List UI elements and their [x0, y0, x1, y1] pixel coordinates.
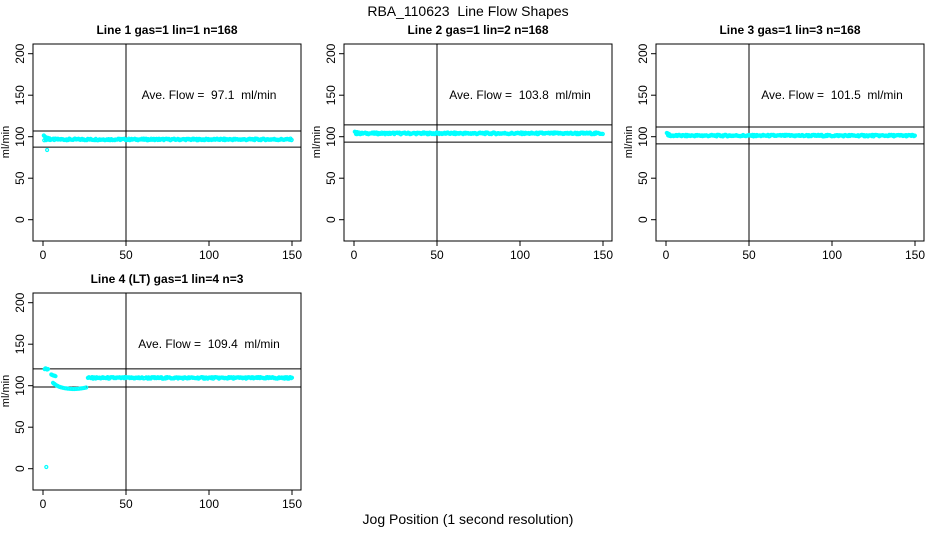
panel-line-3: 0 50 100 150 0 50 100 150 200 Line 3 gas=1 lin=3… [623, 23, 925, 262]
y-tick-label: 100 [13, 126, 27, 146]
x-tick-label: 150 [282, 248, 302, 262]
y-tick-label: 0 [324, 216, 338, 223]
data-point [44, 464, 49, 470]
panel-title: Line 1 gas=1 lin=1 n=168 [96, 23, 237, 37]
y-tick-label: 0 [13, 216, 27, 223]
avg-flow-annotation: Ave. Flow = 103.8 ml/min [449, 88, 591, 102]
x-tick-label: 100 [510, 248, 530, 262]
y-tick-label: 150 [13, 334, 27, 354]
y-tick-label: 200 [13, 292, 27, 312]
ref-lines-layer [33, 44, 301, 241]
y-tick-label: 200 [636, 43, 650, 63]
figure-title: RBA_110623 Line Flow Shapes [367, 3, 569, 19]
y-axis-label: ml/min [0, 375, 12, 407]
x-tick-label: 0 [351, 248, 358, 262]
x-tick-label: 50 [119, 497, 133, 511]
axis-layer: 0 50 100 150 0 50 100 150 200 [13, 43, 302, 262]
data-point [912, 133, 917, 138]
y-tick-label: 200 [324, 43, 338, 63]
ref-lines-layer [33, 293, 301, 490]
x-tick-label: 150 [282, 497, 302, 511]
plot-box [32, 292, 302, 491]
y-tick-label: 100 [636, 126, 650, 146]
data-point [45, 366, 51, 372]
data-point [44, 147, 50, 153]
y-tick-label: 100 [324, 126, 338, 146]
x-tick-label: 0 [40, 248, 47, 262]
data-point [47, 136, 52, 141]
x-tick-label: 100 [822, 248, 842, 262]
data-point [600, 131, 605, 137]
data-point [289, 137, 294, 142]
points-layer [41, 133, 294, 153]
points-layer [352, 129, 605, 137]
panel-line-4: 0 50 100 150 0 50 100 150 200 Line 4 (LT) gas=1 … [0, 272, 302, 511]
x-tick-label: 100 [199, 497, 219, 511]
y-tick-label: 50 [13, 420, 27, 434]
avg-flow-annotation: Ave. Flow = 109.4 ml/min [138, 337, 280, 351]
panel-title: Line 3 gas=1 lin=3 n=168 [719, 23, 860, 37]
x-tick-label: 0 [663, 248, 670, 262]
panel-line-1: 0 50 100 150 0 50 100 150 200 Line 1 gas=1 lin=1… [0, 23, 302, 262]
y-tick-label: 0 [636, 216, 650, 223]
y-tick-label: 50 [13, 171, 27, 185]
y-tick-label: 100 [13, 375, 27, 395]
y-tick-label: 150 [324, 85, 338, 105]
plot-box [32, 43, 302, 242]
plot-box [343, 43, 613, 242]
panel-title: Line 2 gas=1 lin=2 n=168 [407, 23, 548, 37]
y-axis-label: ml/min [0, 126, 12, 158]
y-tick-label: 0 [13, 465, 27, 472]
y-tick-label: 150 [13, 85, 27, 105]
y-tick-label: 50 [324, 171, 338, 185]
points-layer [42, 366, 295, 470]
data-point [289, 375, 295, 380]
avg-flow-annotation: Ave. Flow = 101.5 ml/min [761, 88, 903, 102]
x-tick-label: 0 [40, 497, 47, 511]
axis-layer: 0 50 100 150 0 50 100 150 200 [636, 43, 925, 262]
y-axis-label: ml/min [311, 126, 323, 158]
panel-title: Line 4 (LT) gas=1 lin=4 n=3 [91, 272, 244, 286]
plot-box [655, 43, 925, 242]
data-point [355, 129, 360, 135]
axis-layer: 0 50 100 150 0 50 100 150 200 [13, 292, 302, 511]
x-tick-label: 50 [742, 248, 756, 262]
ref-lines-layer [656, 44, 924, 241]
data-point [84, 385, 89, 390]
x-tick-label: 150 [593, 248, 613, 262]
y-tick-label: 150 [636, 85, 650, 105]
panel-line-2: 0 50 100 150 0 50 100 150 200 Line 2 gas=1 lin=2… [311, 23, 613, 262]
avg-flow-annotation: Ave. Flow = 97.1 ml/min [142, 88, 277, 102]
axis-layer: 0 50 100 150 0 50 100 150 200 [324, 43, 613, 262]
points-layer [664, 130, 917, 139]
x-axis-label: Jog Position (1 second resolution) [362, 511, 574, 527]
y-axis-label: ml/min [623, 126, 635, 158]
data-point [667, 132, 672, 137]
y-tick-label: 200 [13, 43, 27, 63]
x-tick-label: 100 [199, 248, 219, 262]
x-tick-label: 50 [119, 248, 133, 262]
y-tick-label: 50 [636, 171, 650, 185]
ref-lines-layer [344, 44, 612, 241]
x-tick-label: 50 [430, 248, 444, 262]
data-point [53, 374, 58, 379]
x-tick-label: 150 [905, 248, 925, 262]
